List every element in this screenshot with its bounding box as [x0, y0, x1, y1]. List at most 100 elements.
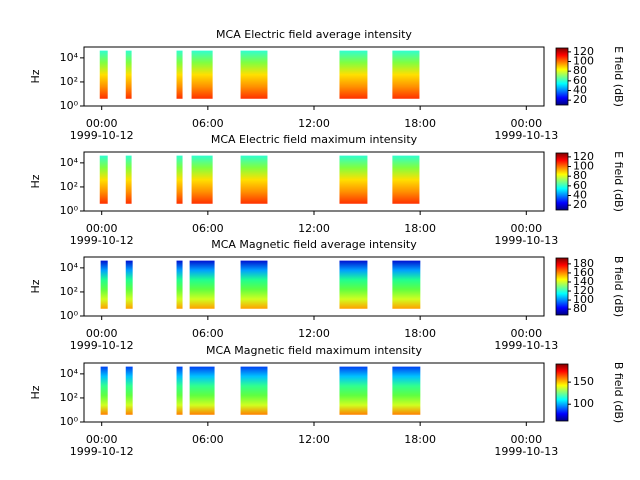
x-tick-label: 12:00 [298, 117, 330, 130]
y-axis-label: Hz [29, 279, 42, 293]
colorbar-tick-label: 80 [573, 64, 587, 77]
colorbar [555, 257, 569, 316]
spectrogram-segment [176, 155, 183, 204]
spectrogram-segment [125, 155, 132, 204]
x-tick-label: 06:00 [192, 117, 224, 130]
colorbar-tick-label: 150 [573, 375, 594, 388]
x-date-label: 1999-10-13 [494, 234, 558, 247]
x-tick-label: 12:00 [298, 222, 330, 235]
x-date-label: 1999-10-12 [70, 339, 134, 352]
spectrogram-segment [100, 366, 108, 415]
spectrogram-segment [125, 366, 133, 415]
x-tick-label: 06:00 [192, 222, 224, 235]
y-tick-label: 10⁰ [60, 99, 79, 112]
y-tick-label: 10² [60, 285, 78, 298]
colorbar-tick-label: 120 [573, 284, 594, 297]
x-tick-label: 00:00 [86, 117, 118, 130]
x-tick-label: 18:00 [404, 327, 436, 340]
x-tick-label: 00:00 [510, 433, 542, 446]
x-tick-label: 00:00 [86, 327, 118, 340]
spectrogram-segment [191, 155, 213, 204]
x-date-label: 1999-10-13 [494, 445, 558, 458]
colorbar-tick-label: 180 [573, 257, 594, 270]
x-tick-label: 12:00 [298, 433, 330, 446]
spectrogram-segment [240, 260, 268, 309]
spectrogram-segment [339, 50, 368, 99]
chart-title: MCA Magnetic field average intensity [211, 238, 417, 251]
spectrogram-segment [99, 50, 108, 99]
x-tick-label: 18:00 [404, 433, 436, 446]
axes-frame [83, 46, 545, 107]
spectrogram-segment [339, 155, 368, 204]
x-tick-label: 06:00 [192, 433, 224, 446]
colorbar-tick-label: 40 [573, 84, 587, 97]
spectrogram-segment [176, 366, 183, 415]
colorbar-tick-label: 100 [573, 293, 594, 306]
colorbar-tick-label: 60 [573, 74, 587, 87]
colorbar-tick-label: 120 [573, 45, 594, 58]
colorbar-tick-label: 100 [573, 160, 594, 173]
y-tick-label: 10⁰ [60, 415, 79, 428]
spectrogram-segment [189, 260, 215, 309]
colorbar-label: B field (dB) [612, 362, 625, 423]
colorbar [555, 152, 569, 211]
y-tick-label: 10² [60, 391, 78, 404]
spectrogram-segment [392, 366, 421, 415]
x-date-label: 1999-10-12 [70, 129, 134, 142]
y-tick-label: 10² [60, 75, 78, 88]
x-tick-label: 00:00 [86, 222, 118, 235]
spectrogram-segment [240, 50, 268, 99]
y-tick-label: 10⁴ [60, 51, 79, 64]
colorbar-tick-label: 60 [573, 179, 587, 192]
x-date-label: 1999-10-13 [494, 339, 558, 352]
spectrogram-segment [99, 155, 108, 204]
axes-frame [83, 362, 545, 423]
spectrogram-segment [240, 155, 268, 204]
colorbar-tick-label: 80 [573, 302, 587, 315]
colorbar [555, 363, 569, 422]
x-tick-label: 18:00 [404, 222, 436, 235]
spectrogram-segment [125, 50, 132, 99]
spectrogram-segment [339, 366, 368, 415]
spectrogram-segment [189, 366, 215, 415]
y-tick-label: 10² [60, 180, 78, 193]
spectrogram-segment [392, 155, 420, 204]
x-tick-label: 06:00 [192, 327, 224, 340]
chart-title: MCA Magnetic field maximum intensity [206, 344, 422, 357]
axes-frame [83, 256, 545, 317]
y-axis-label: Hz [29, 69, 42, 83]
spectrogram-segment [125, 260, 133, 309]
spectrogram-segment [176, 260, 183, 309]
colorbar-tick-label: 40 [573, 189, 587, 202]
colorbar-label: E field (dB) [612, 46, 625, 107]
spectrogram-segment [339, 260, 368, 309]
chart-title: MCA Electric field average intensity [216, 28, 412, 41]
y-axis-label: Hz [29, 174, 42, 188]
x-tick-label: 00:00 [86, 433, 118, 446]
colorbar-tick-label: 100 [573, 55, 594, 68]
colorbar-tick-label: 140 [573, 275, 594, 288]
spectrogram-segment [100, 260, 108, 309]
x-tick-label: 00:00 [510, 222, 542, 235]
spectrogram-segment [392, 50, 420, 99]
spectrogram-segment [191, 50, 213, 99]
colorbar-label: E field (dB) [612, 151, 625, 212]
x-date-label: 1999-10-13 [494, 129, 558, 142]
colorbar [555, 47, 569, 106]
spectrogram-segment [392, 260, 421, 309]
y-tick-label: 10⁴ [60, 367, 79, 380]
chart-title: MCA Electric field maximum intensity [211, 133, 418, 146]
x-tick-label: 00:00 [510, 117, 542, 130]
colorbar-tick-label: 80 [573, 169, 587, 182]
colorbar-label: B field (dB) [612, 256, 625, 317]
spectrogram-segment [240, 366, 268, 415]
spectrogram-segment [176, 50, 183, 99]
y-tick-label: 10⁴ [60, 156, 79, 169]
colorbar-tick-label: 20 [573, 93, 587, 106]
y-tick-label: 10⁰ [60, 309, 79, 322]
colorbar-tick-label: 160 [573, 266, 594, 279]
colorbar-tick-label: 100 [573, 397, 594, 410]
axes-frame [83, 151, 545, 212]
x-date-label: 1999-10-12 [70, 234, 134, 247]
